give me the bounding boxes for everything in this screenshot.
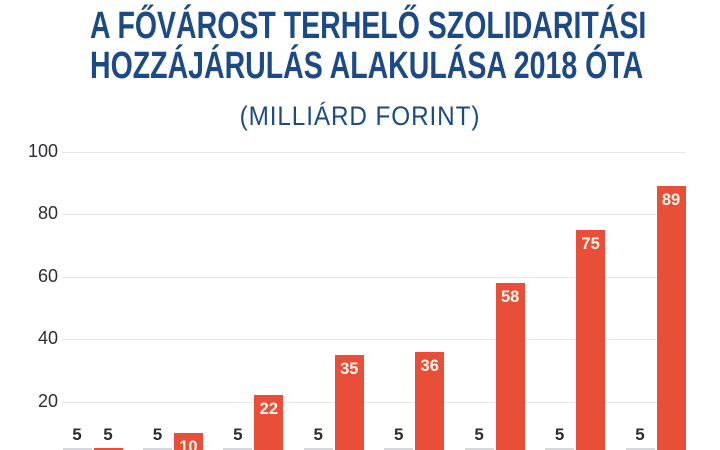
bar-series1 bbox=[545, 448, 575, 450]
bar-value-label: 35 bbox=[340, 359, 359, 378]
bar-value-label: 5 bbox=[233, 425, 243, 445]
bar-series1 bbox=[625, 448, 655, 450]
bar-series2 bbox=[93, 448, 123, 450]
bar-value-label: 5 bbox=[152, 425, 163, 445]
gridline-80 bbox=[62, 214, 686, 215]
bar-value-label: 5 bbox=[554, 425, 565, 445]
bar-series1 bbox=[303, 448, 333, 450]
gridline-60 bbox=[62, 276, 686, 278]
gridline-100 bbox=[62, 151, 686, 153]
gridline-40 bbox=[62, 339, 686, 340]
bar-series1 bbox=[142, 448, 172, 450]
chart-title-line2: HOZZÁJÁRULÁS ALAKULÁSA 2018 ÓTA bbox=[90, 45, 644, 87]
bar-value-label: 5 bbox=[72, 425, 82, 445]
bar-series2 bbox=[173, 432, 203, 450]
bar-value-label: 5 bbox=[474, 425, 484, 445]
bar-series2 bbox=[576, 229, 606, 450]
gridline-20 bbox=[62, 401, 686, 403]
bar-series1 bbox=[62, 448, 92, 450]
bar-series1 bbox=[384, 448, 414, 450]
bar-value-label: 5 bbox=[313, 425, 324, 445]
bar-series1 bbox=[464, 448, 494, 450]
y-axis-tick-label: 100 bbox=[27, 140, 58, 161]
chart-subtitle: (MILLIÁRD FORINT) bbox=[239, 101, 481, 131]
bar-value-label: 36 bbox=[420, 356, 439, 375]
y-axis-tick-label: 80 bbox=[37, 203, 58, 223]
chart-title-line1: A FŐVÁROST TERHELŐ SZOLIDARITÁSI bbox=[90, 5, 647, 47]
bar-series2 bbox=[334, 354, 364, 450]
bar-series1 bbox=[223, 448, 253, 450]
bar-series2 bbox=[254, 395, 284, 450]
y-axis-tick-label: 20 bbox=[37, 390, 58, 411]
bar-series2 bbox=[415, 351, 445, 450]
y-axis-tick-label: 40 bbox=[37, 328, 58, 348]
bar-value-label: 5 bbox=[393, 425, 404, 445]
bar-value-label: 5 bbox=[103, 425, 113, 445]
bar-series2 bbox=[656, 185, 686, 450]
bar-value-label: 75 bbox=[581, 234, 600, 253]
bar-value-label: 5 bbox=[635, 425, 645, 445]
bar-value-label: 89 bbox=[661, 190, 681, 209]
bar-series2 bbox=[495, 282, 525, 450]
bar-value-label: 22 bbox=[259, 400, 279, 419]
bar-value-label: 10 bbox=[179, 437, 198, 450]
y-axis-tick-label: 60 bbox=[37, 265, 58, 286]
bar-value-label: 58 bbox=[500, 287, 520, 306]
